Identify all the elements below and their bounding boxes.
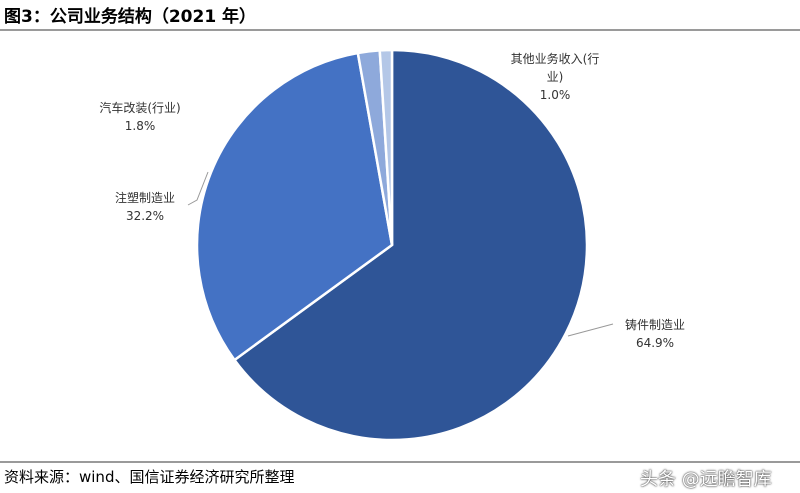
slice-name-label-4: 业): [547, 70, 564, 84]
leader-line-2: [187, 171, 209, 206]
slice-name-label-3: 汽车改装(行业): [99, 100, 180, 115]
slice-percent-label-1: 64.9%: [636, 336, 674, 350]
pie-slice-2: [195, 51, 394, 362]
bottom-divider: [0, 461, 800, 463]
slice-name-label-2: 注塑制造业: [115, 190, 175, 205]
chart-title: 图3：公司业务结构（2021 年）: [4, 7, 257, 27]
top-divider: [0, 29, 800, 31]
slice-percent-label-2: 32.2%: [126, 209, 164, 223]
slice-name-label-4: 其他业务收入(行: [511, 51, 600, 66]
slice-percent-label-4: 1.0%: [540, 88, 571, 102]
slice-percent-label-3: 1.8%: [125, 119, 156, 133]
slice-name-label-1: 铸件制造业: [625, 317, 685, 332]
pie-slice-1: [232, 48, 589, 442]
source-note: 资料来源：wind、国信证券经济研究所整理: [4, 468, 295, 486]
leader-line-1: [567, 323, 614, 337]
pie-slice-4: [378, 48, 394, 246]
watermark: 头条 @远瞻智库: [640, 469, 772, 490]
